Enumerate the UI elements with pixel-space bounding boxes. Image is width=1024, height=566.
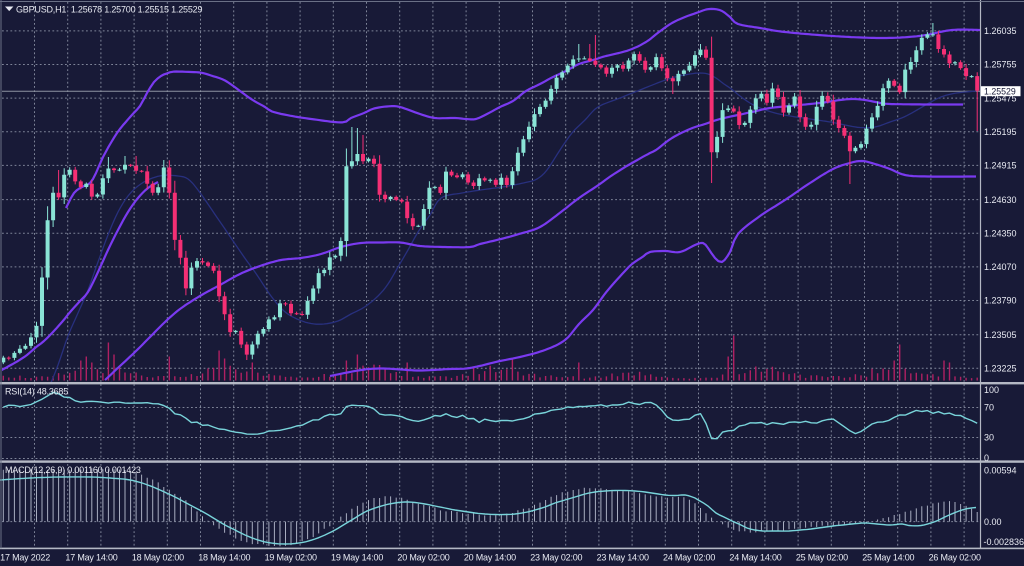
svg-text:23 May 02:00: 23 May 02:00 xyxy=(530,553,582,563)
svg-text:19 May 14:00: 19 May 14:00 xyxy=(331,553,383,563)
svg-text:70: 70 xyxy=(984,403,994,413)
svg-text:1.23225: 1.23225 xyxy=(984,364,1017,374)
svg-text:26 May 02:00: 26 May 02:00 xyxy=(929,553,981,563)
svg-text:0.00: 0.00 xyxy=(984,517,1002,527)
svg-text:30: 30 xyxy=(984,433,994,443)
svg-text:24 May 02:00: 24 May 02:00 xyxy=(663,553,715,563)
svg-text:1.23505: 1.23505 xyxy=(984,330,1017,340)
svg-text:1.25529: 1.25529 xyxy=(984,86,1016,96)
svg-text:1.24350: 1.24350 xyxy=(984,228,1017,238)
svg-text:0.00594: 0.00594 xyxy=(984,465,1017,475)
svg-text:1.26035: 1.26035 xyxy=(984,26,1017,36)
svg-text:0: 0 xyxy=(984,453,989,463)
svg-text:19 May 02:00: 19 May 02:00 xyxy=(265,553,317,563)
svg-text:RSI(14) 48.3685: RSI(14) 48.3685 xyxy=(5,387,68,397)
svg-text:1.24070: 1.24070 xyxy=(984,262,1017,272)
svg-text:100: 100 xyxy=(984,385,999,395)
svg-text:17 May 14:00: 17 May 14:00 xyxy=(65,553,117,563)
svg-text:17 May 2022: 17 May 2022 xyxy=(0,553,50,563)
svg-text:1.23790: 1.23790 xyxy=(984,296,1017,306)
svg-text:1.24915: 1.24915 xyxy=(984,161,1017,171)
svg-text:25 May 02:00: 25 May 02:00 xyxy=(796,553,848,563)
svg-text:1.25475: 1.25475 xyxy=(984,93,1017,103)
svg-text:18 May 02:00: 18 May 02:00 xyxy=(132,553,184,563)
svg-text:20 May 14:00: 20 May 14:00 xyxy=(464,553,516,563)
svg-text:-0.002836: -0.002836 xyxy=(984,537,1024,547)
svg-text:GBPUSD,H1 1.25678 1.25700 1.2: GBPUSD,H1 1.25678 1.25700 1.25515 1.2552… xyxy=(16,5,202,15)
svg-text:20 May 02:00: 20 May 02:00 xyxy=(397,553,449,563)
svg-text:24 May 14:00: 24 May 14:00 xyxy=(729,553,781,563)
svg-text:1.25755: 1.25755 xyxy=(984,60,1017,70)
svg-text:25 May 14:00: 25 May 14:00 xyxy=(862,553,914,563)
svg-text:1.25195: 1.25195 xyxy=(984,127,1017,137)
svg-text:1.24630: 1.24630 xyxy=(984,195,1017,205)
svg-text:18 May 14:00: 18 May 14:00 xyxy=(198,553,250,563)
svg-text:23 May 14:00: 23 May 14:00 xyxy=(597,553,649,563)
svg-text:MACD(12,26,9) 0.001160 0.00142: MACD(12,26,9) 0.001160 0.001423 xyxy=(5,465,141,475)
